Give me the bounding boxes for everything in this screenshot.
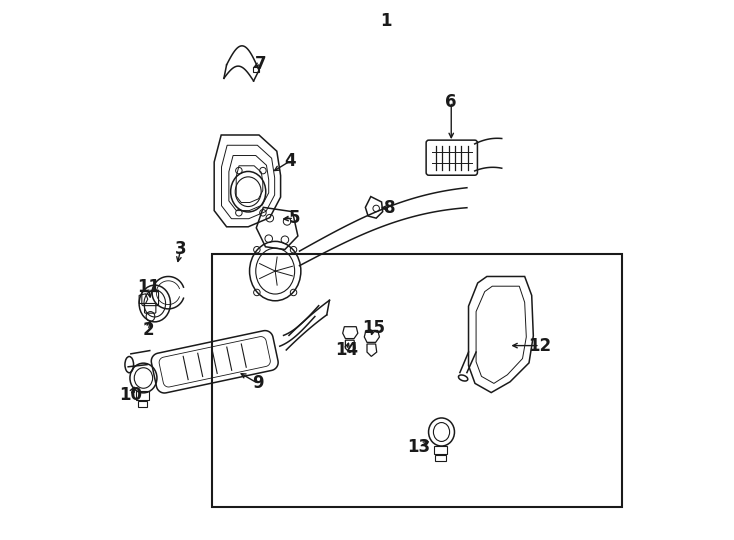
Text: 7: 7 bbox=[255, 55, 267, 73]
Text: 6: 6 bbox=[446, 92, 457, 111]
Text: 11: 11 bbox=[137, 278, 160, 296]
Text: 12: 12 bbox=[528, 336, 551, 355]
Text: 2: 2 bbox=[142, 321, 154, 340]
Text: 10: 10 bbox=[119, 386, 142, 404]
Text: 15: 15 bbox=[362, 319, 385, 338]
Bar bbox=[252, 67, 259, 72]
Text: 4: 4 bbox=[285, 152, 296, 170]
Text: 1: 1 bbox=[380, 11, 392, 30]
Text: 8: 8 bbox=[384, 199, 396, 217]
Text: 9: 9 bbox=[252, 374, 264, 393]
Text: 13: 13 bbox=[407, 438, 430, 456]
Bar bbox=[212, 254, 622, 507]
Text: 5: 5 bbox=[288, 209, 300, 227]
Text: 14: 14 bbox=[335, 341, 358, 359]
Text: 3: 3 bbox=[175, 240, 186, 259]
